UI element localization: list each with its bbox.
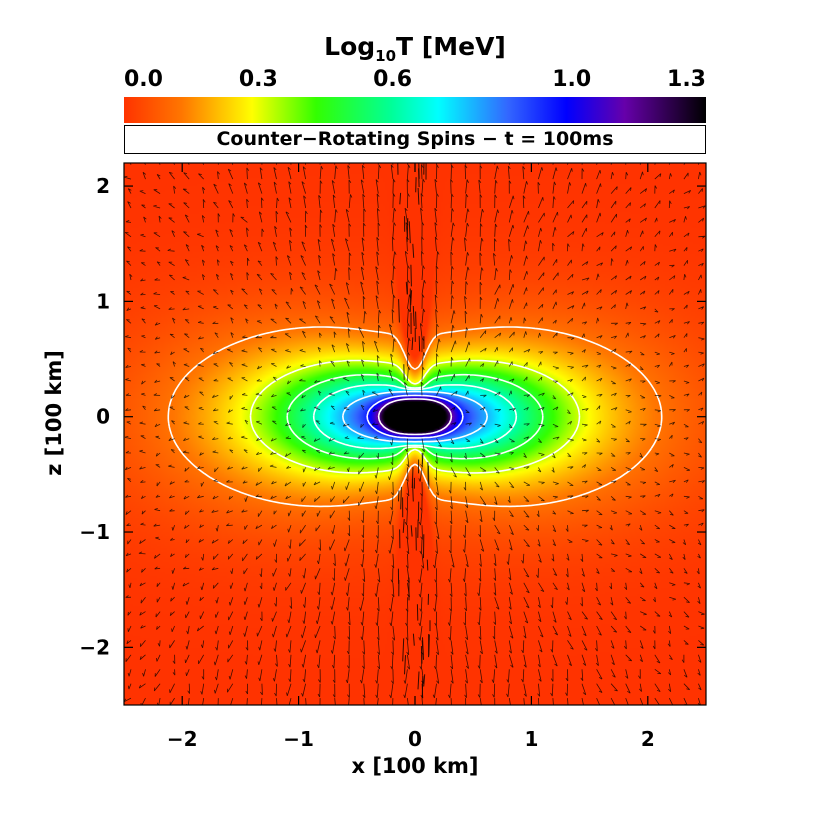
x-tick-label: 2	[641, 727, 655, 751]
y-tick-label: 2	[96, 174, 110, 198]
plot-title-box: Counter−Rotating Spins − t = 100ms	[124, 125, 706, 154]
x-axis-label: x [100 km]	[351, 754, 478, 778]
x-tick-label: −2	[167, 727, 198, 751]
contour-line	[377, 398, 453, 436]
velocity-vectors	[124, 163, 706, 705]
colorbar-tick-label: 0.0	[124, 67, 163, 92]
contour-line	[312, 384, 518, 450]
temperature-contours	[167, 326, 663, 508]
contour-line	[167, 326, 663, 508]
axis-ticks: −2 −1 0 1 2 −2 −1 0 1 2	[79, 163, 706, 751]
y-tick-label: 1	[96, 289, 110, 313]
contour-line	[366, 394, 464, 439]
plot-area	[124, 163, 706, 705]
colorbar-label-unit: T [MeV]	[396, 32, 506, 61]
colorbar-tick-label: 0.3	[239, 67, 278, 92]
x-tick-label: 1	[524, 727, 538, 751]
y-tick-label: 0	[96, 405, 110, 429]
y-tick-label: −2	[79, 635, 110, 659]
colorbar-tick-label: 0.6	[373, 67, 412, 92]
jet-vectors	[397, 163, 431, 699]
colorbar-title: Log10T [MeV]	[0, 32, 830, 65]
y-axis-label: z [100 km]	[42, 350, 66, 476]
colorbar-label-base: Log	[324, 32, 376, 61]
y-tick-label: −1	[79, 520, 110, 544]
colorbar-tick-label: 1.0	[552, 67, 591, 92]
vector-arrows	[124, 163, 706, 705]
colorbar-tick-label: 1.3	[667, 67, 706, 92]
x-tick-label: 0	[408, 727, 422, 751]
x-tick-label: −1	[283, 727, 314, 751]
plot-title: Counter−Rotating Spins − t = 100ms	[216, 128, 614, 150]
colorbar-ticks: 0.0 0.3 0.6 1.0 1.3	[124, 67, 706, 92]
colorbar-label-subscript: 10	[375, 47, 397, 65]
colorbar	[124, 97, 706, 123]
